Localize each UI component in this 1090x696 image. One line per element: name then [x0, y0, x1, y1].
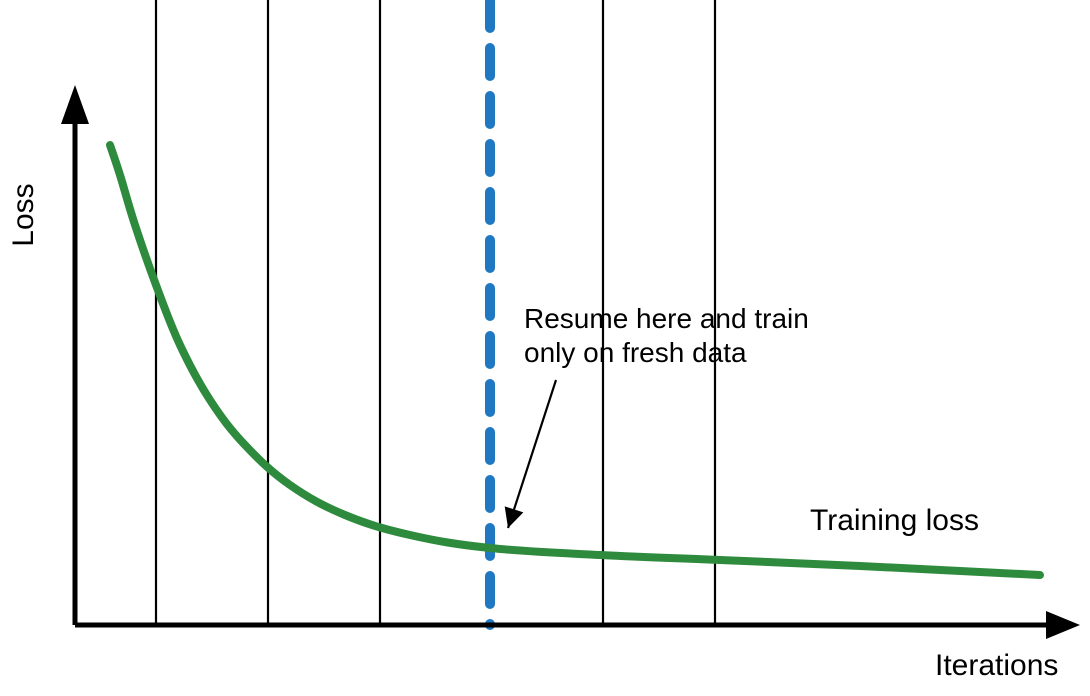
training-loss-diagram: Loss Iterations Resume here and train on…: [0, 0, 1090, 696]
x-axis-label: Iterations: [935, 649, 1058, 682]
series-label-training-loss: Training loss: [810, 504, 979, 537]
y-axis-label: Loss: [7, 183, 40, 246]
annotation-text-line1: Resume here and train: [524, 303, 809, 334]
annotation-text-line2: only on fresh data: [524, 337, 747, 368]
